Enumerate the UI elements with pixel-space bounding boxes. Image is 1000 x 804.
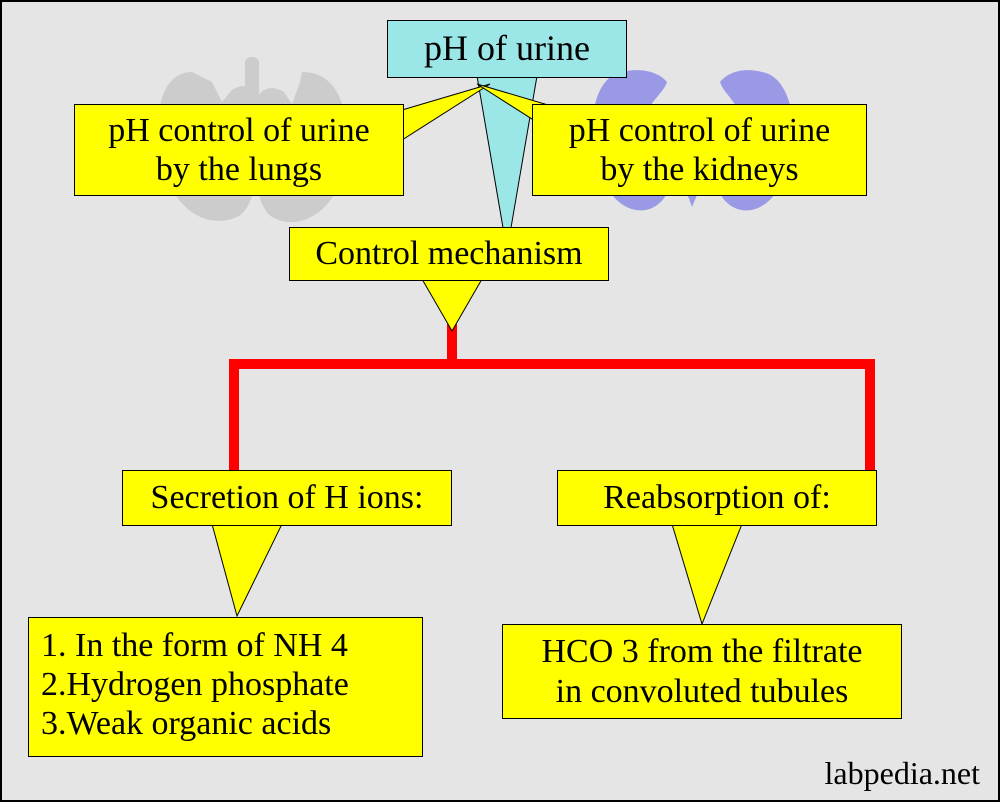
node-ph-urine: pH of urine: [387, 20, 627, 78]
control-node-tail: [412, 279, 492, 334]
node-secretion: Secretion of H ions:: [122, 470, 452, 526]
node-secretion-list: 1. In the form of NH 4 2.Hydrogen phosph…: [28, 617, 423, 757]
node-ph-kidneys: pH control of urine by the kidneys: [532, 104, 867, 196]
lungs-node-tail: [400, 82, 510, 142]
reabsorption-node-tail: [662, 524, 752, 626]
secretion-node-tail: [202, 524, 292, 619]
node-reabsorption: Reabsorption of:: [557, 470, 877, 526]
footer-attribution: labpedia.net: [825, 755, 980, 792]
node-reabsorption-detail: HCO 3 from the filtrate in convoluted tu…: [502, 624, 902, 719]
node-control-mechanism: Control mechanism: [289, 227, 609, 281]
diagram-canvas: pH of urine pH control of urine by the l…: [0, 0, 1000, 802]
node-ph-lungs: pH control of urine by the lungs: [74, 104, 404, 196]
